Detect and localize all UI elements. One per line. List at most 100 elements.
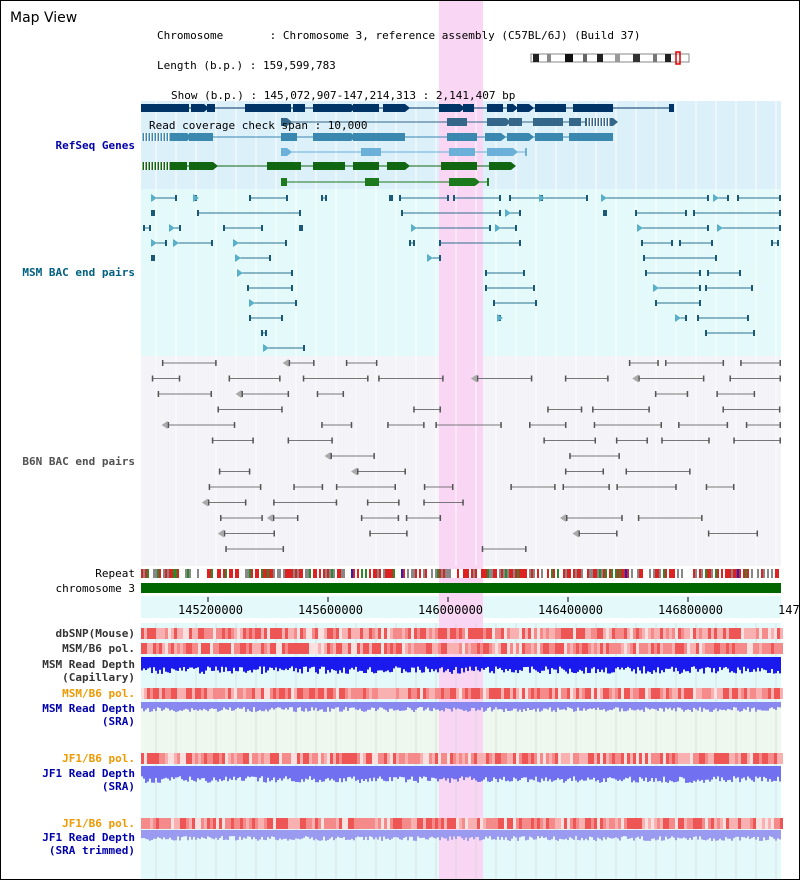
track-label-jf1-depth-trimmed[interactable]: JF1 Read Depth (SRA trimmed) bbox=[1, 831, 135, 857]
read-depth-bin bbox=[541, 702, 543, 711]
read-depth-bin bbox=[709, 657, 711, 668]
b6n-end bbox=[500, 422, 502, 428]
read-depth-bin bbox=[519, 766, 521, 781]
bac-end bbox=[153, 255, 155, 261]
read-depth-bin bbox=[653, 702, 655, 709]
polymorphism-bin bbox=[276, 643, 279, 654]
polymorphism-bin bbox=[522, 688, 525, 699]
read-depth-bin bbox=[211, 766, 213, 781]
bac-arrow bbox=[233, 239, 239, 247]
read-depth-bin bbox=[357, 657, 359, 672]
b6n-end bbox=[740, 360, 742, 366]
axis-tick-label: 145600000 bbox=[298, 603, 363, 617]
read-depth-bin bbox=[409, 702, 411, 709]
polymorphism-bin bbox=[321, 688, 324, 699]
polymorphism-bin bbox=[447, 628, 450, 639]
read-depth-bin bbox=[615, 657, 617, 669]
read-depth-bin bbox=[573, 830, 575, 840]
polymorphism-bin bbox=[255, 628, 258, 639]
read-depth-bin bbox=[311, 830, 313, 838]
polymorphism-bin bbox=[168, 753, 171, 764]
read-depth-bin bbox=[763, 766, 765, 777]
read-depth-bin bbox=[487, 702, 489, 709]
track-label-dbsnp[interactable]: dbSNP(Mouse) bbox=[55, 627, 135, 640]
track-label-b6n-bac[interactable]: B6N BAC end pairs bbox=[22, 455, 135, 468]
gene-exon bbox=[281, 178, 287, 186]
b6n-end bbox=[569, 453, 571, 459]
polymorphism-bin bbox=[558, 753, 561, 764]
track-label-msm-depth-sra[interactable]: MSM Read Depth (SRA) bbox=[1, 702, 135, 728]
read-depth-bin bbox=[481, 702, 483, 708]
read-depth-bin bbox=[705, 766, 707, 780]
read-depth-bin bbox=[209, 766, 211, 783]
b6n-arrow bbox=[161, 421, 168, 429]
repeat-mark bbox=[631, 569, 633, 578]
b6n-end bbox=[654, 391, 657, 397]
track-label-msm-bac[interactable]: MSM BAC end pairs bbox=[22, 266, 135, 279]
b6n-end bbox=[178, 375, 181, 382]
repeat-mark bbox=[497, 569, 499, 578]
polymorphism-bin bbox=[225, 643, 228, 654]
polymorphism-bin bbox=[402, 628, 405, 639]
polymorphism-bin bbox=[372, 628, 375, 639]
repeat-mark bbox=[213, 569, 215, 578]
read-depth-bin bbox=[611, 766, 613, 779]
read-depth-bin bbox=[271, 702, 273, 708]
read-depth-bin bbox=[515, 830, 517, 838]
polymorphism-bin bbox=[318, 753, 321, 764]
read-depth-bin bbox=[245, 766, 247, 779]
polymorphism-bin bbox=[705, 628, 708, 639]
track-label-repeat[interactable]: Repeat bbox=[95, 567, 135, 580]
read-depth-bin bbox=[155, 766, 157, 778]
track-label-jf1-depth-sra[interactable]: JF1 Read Depth (SRA) bbox=[1, 767, 135, 793]
read-depth-bin bbox=[283, 766, 285, 779]
polymorphism-bin bbox=[213, 628, 216, 639]
track-label-msm-b6-pol-2[interactable]: MSM/B6 pol. bbox=[62, 687, 135, 700]
read-depth-bin bbox=[465, 702, 467, 711]
repeat-mark bbox=[535, 569, 537, 578]
track-label-msm-b6-pol[interactable]: MSM/B6 pol. bbox=[62, 642, 135, 655]
polymorphism-bin bbox=[498, 688, 501, 699]
read-depth-bin bbox=[169, 830, 171, 838]
repeat-mark bbox=[579, 569, 581, 578]
repeat-mark bbox=[473, 569, 475, 578]
repeat-mark bbox=[577, 569, 579, 578]
read-depth-bin bbox=[759, 702, 761, 710]
polymorphism-bin bbox=[564, 818, 567, 829]
read-depth-bin bbox=[633, 766, 635, 781]
polymorphism-bin bbox=[762, 628, 765, 639]
exon-stripe bbox=[162, 133, 164, 141]
read-depth-bin bbox=[313, 702, 315, 711]
repeat-mark bbox=[237, 569, 239, 578]
polymorphism-bin bbox=[438, 628, 441, 639]
read-depth-bin bbox=[291, 702, 293, 708]
b6n-end bbox=[726, 422, 729, 428]
track-label-chromosome[interactable]: chromosome 3 bbox=[55, 582, 135, 595]
read-depth-bin bbox=[379, 766, 381, 777]
read-depth-bin bbox=[225, 830, 227, 840]
repeat-mark bbox=[603, 569, 605, 578]
track-label-msm-depth-capillary[interactable]: MSM Read Depth (Capillary) bbox=[1, 658, 135, 684]
read-depth-bin bbox=[545, 766, 547, 778]
repeat-mark bbox=[703, 569, 705, 578]
polymorphism-bin bbox=[489, 628, 492, 639]
b6n-end bbox=[313, 360, 315, 366]
polymorphism-bin bbox=[141, 818, 144, 829]
polymorphism-bin bbox=[756, 688, 759, 699]
read-depth-bin bbox=[489, 830, 491, 837]
polymorphism-bin bbox=[354, 753, 357, 764]
read-depth-bin bbox=[165, 830, 167, 840]
repeat-mark bbox=[201, 569, 203, 578]
polymorphism-bin bbox=[363, 628, 366, 639]
track-label-jf1-b6-pol-2[interactable]: JF1/B6 pol. bbox=[62, 817, 135, 830]
read-depth-bin bbox=[753, 657, 755, 670]
polymorphism-bin bbox=[651, 753, 654, 764]
read-depth-bin bbox=[605, 702, 607, 712]
repeat-mark bbox=[501, 569, 503, 578]
track-label-jf1-b6-pol[interactable]: JF1/B6 pol. bbox=[62, 752, 135, 765]
track-label-refseq[interactable]: RefSeq Genes bbox=[55, 139, 135, 152]
polymorphism-bin bbox=[285, 753, 288, 764]
read-depth-bin bbox=[431, 702, 433, 712]
read-depth-bin bbox=[159, 657, 161, 670]
